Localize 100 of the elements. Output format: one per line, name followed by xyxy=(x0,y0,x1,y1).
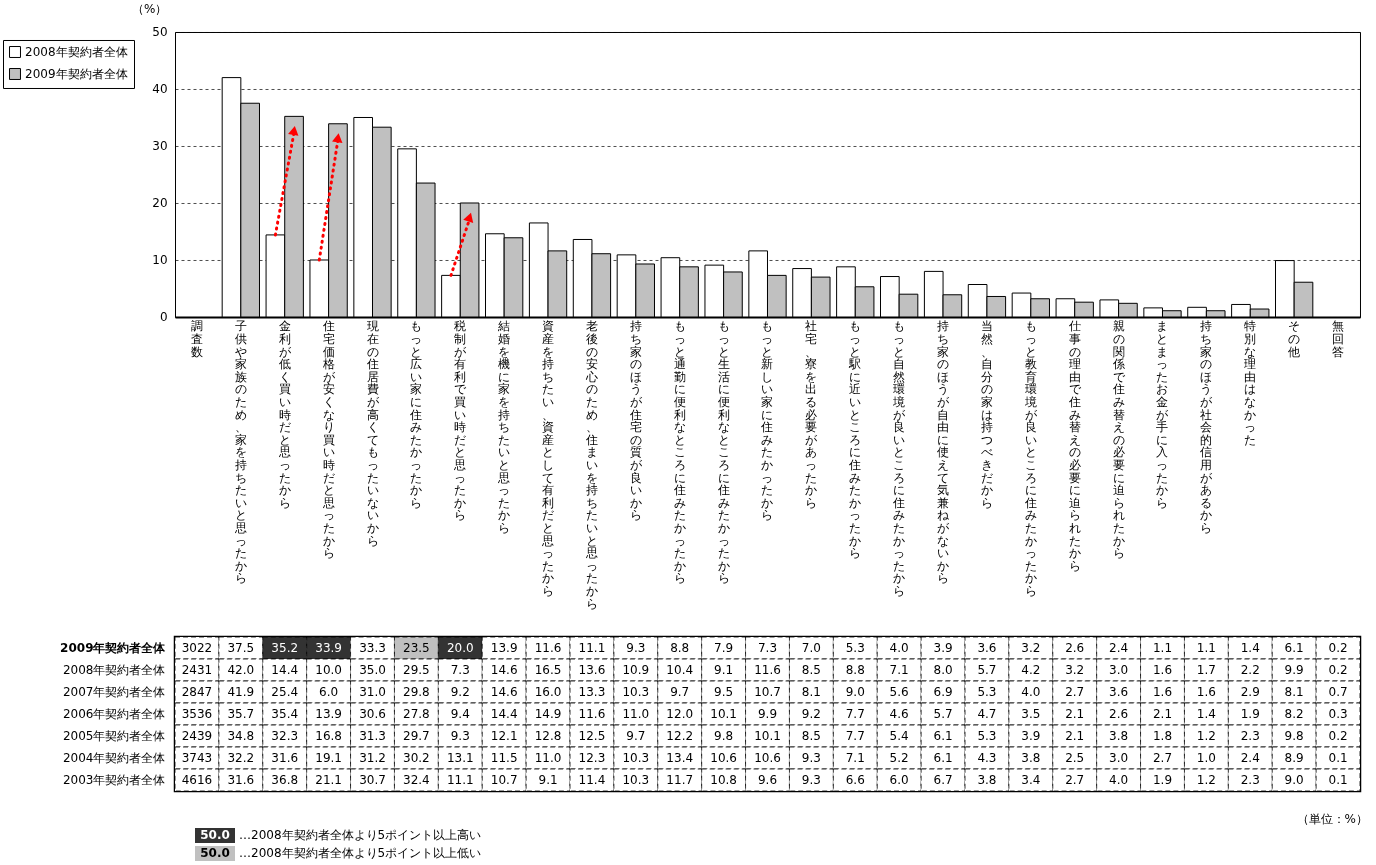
data-label: 2.7 xyxy=(1065,684,1085,699)
data-label: 5.2 xyxy=(889,750,909,765)
data-label: 11.6 xyxy=(534,640,562,655)
data-label: 11.7 xyxy=(666,772,694,787)
data-label: 4.2 xyxy=(1021,662,1041,677)
y-tick-label: 2005年契約者全体 xyxy=(62,728,166,743)
data-label: 2.1 xyxy=(1065,706,1085,721)
data-label: 35.0 xyxy=(359,662,386,677)
data-label: 6.1 xyxy=(1284,640,1304,655)
y-tick-label: 2009年契約者全体 xyxy=(60,640,167,655)
data-label: 1.9 xyxy=(1152,772,1173,787)
y-tick-label: 50 xyxy=(152,25,168,40)
data-label: 6.6 xyxy=(845,772,865,787)
data-label: 9.9 xyxy=(757,706,778,721)
legend-label: 2008年契約者全体 xyxy=(25,45,128,59)
category-label: もっと新しい家に住みたかったから xyxy=(761,319,774,523)
data-label: 7.9 xyxy=(714,640,734,655)
data-label: 9.3 xyxy=(450,728,470,743)
data-label: 14.9 xyxy=(534,706,562,721)
text: （単位：%） xyxy=(1295,810,1369,827)
data-label: 10.7 xyxy=(754,684,781,699)
data-label: 10.7 xyxy=(490,772,518,787)
data-label: 35.2 xyxy=(271,640,299,655)
data-label: 35.7 xyxy=(227,706,255,721)
data-label: 29.5 xyxy=(403,662,430,677)
data-label: 2.3 xyxy=(1240,728,1260,743)
data-label: 9.7 xyxy=(626,728,646,743)
data-label: 5.4 xyxy=(889,728,909,743)
x-tick-label: その他 xyxy=(1288,319,1301,359)
data-label: 3.5 xyxy=(1021,706,1041,721)
data-label: 9.3 xyxy=(626,640,646,655)
data-label: 9.7 xyxy=(670,684,690,699)
data-label: 3743 xyxy=(181,750,213,765)
data-label: 23.5 xyxy=(403,640,430,655)
data-label: 4.0 xyxy=(1021,684,1041,699)
y-axis-title: （%） xyxy=(132,2,168,17)
data-label: 27.8 xyxy=(403,706,430,721)
data-label: 7.7 xyxy=(845,706,865,721)
data-label: 3022 xyxy=(181,640,213,655)
data-label: 2.6 xyxy=(1065,640,1085,655)
data-label: 1.7 xyxy=(1196,662,1216,677)
data-label: 4.0 xyxy=(1109,772,1129,787)
data-label: 0.7 xyxy=(1328,684,1348,699)
category-label: もっと通勤に便利なところに住みたかったから xyxy=(673,319,686,586)
data-label: 20.0 xyxy=(446,640,474,655)
data-label: 25.4 xyxy=(271,684,299,699)
data-label: 1.6 xyxy=(1152,684,1173,699)
data-label: 3.8 xyxy=(977,772,997,787)
data-label: 12.2 xyxy=(666,728,694,743)
data-label: 32.4 xyxy=(403,772,430,787)
data-label: 9.8 xyxy=(1284,728,1304,743)
data-label: 2.9 xyxy=(1240,684,1260,699)
data-label: 3.0 xyxy=(1109,662,1129,677)
data-label: 1.4 xyxy=(1240,640,1260,655)
category-label: 持ち家のほうが自由に使えて気兼ねがないから xyxy=(937,319,950,586)
category-label: もっと教育環境が良いところに住みたかったから xyxy=(1024,319,1037,599)
data-label: 6.1 xyxy=(933,728,953,743)
data-label: 9.3 xyxy=(801,750,821,765)
data-label: 0.2 xyxy=(1328,662,1348,677)
data-label: 14.4 xyxy=(271,662,299,677)
data-label: 34.8 xyxy=(227,728,255,743)
data-label: 1.1 xyxy=(1196,640,1216,655)
data-label: 29.7 xyxy=(403,728,430,743)
data-label: 4.7 xyxy=(977,706,997,721)
data-label: 41.9 xyxy=(227,684,255,699)
data-label: 10.3 xyxy=(622,750,650,765)
data-label: 42.0 xyxy=(227,662,255,677)
data-label: 1.8 xyxy=(1152,728,1173,743)
category-label: 仕事の理由で住み替えの必要に迫られたから xyxy=(1068,319,1081,573)
y-tick-label: 2003年契約者全体 xyxy=(62,772,166,787)
data-label: 3.2 xyxy=(1065,662,1085,677)
data-label: 31.2 xyxy=(359,750,386,765)
data-label: 8.5 xyxy=(801,662,821,677)
data-label: 10.1 xyxy=(710,706,737,721)
data-label: 21.1 xyxy=(315,772,342,787)
data-label: 2.5 xyxy=(1065,750,1085,765)
data-label: 2.3 xyxy=(1240,772,1260,787)
category-label: 子供や家族のため、家を持ちたいと思ったから xyxy=(234,319,247,586)
text: 50.0 xyxy=(195,828,235,844)
data-label: 0.1 xyxy=(1328,772,1348,787)
data-label: 3.9 xyxy=(933,640,953,655)
data-label: 3.8 xyxy=(1021,750,1041,765)
data-label: 35.4 xyxy=(271,706,299,721)
data-label: 3.6 xyxy=(977,640,997,655)
y-tick-label: 30 xyxy=(152,139,168,154)
data-label: 8.9 xyxy=(1284,750,1304,765)
data-label: 4.6 xyxy=(889,706,909,721)
category-label: もっと自然環境が良いところに住みたかったから xyxy=(893,319,906,599)
data-label: 33.3 xyxy=(359,640,386,655)
legend-label: 2009年契約者全体 xyxy=(25,67,128,81)
data-label: 2.1 xyxy=(1065,728,1085,743)
category-label: 税制が有利で買い時だと思ったから xyxy=(454,319,467,523)
data-label: 3536 xyxy=(181,706,213,721)
data-label: 2.7 xyxy=(1152,750,1173,765)
data-label: 29.8 xyxy=(403,684,430,699)
data-label: 10.8 xyxy=(710,772,737,787)
data-label: 33.9 xyxy=(315,640,342,655)
data-label: 11.1 xyxy=(578,640,606,655)
data-label: 30.2 xyxy=(403,750,430,765)
category-label: もっと生活に便利なところに住みたかったから xyxy=(717,319,730,586)
